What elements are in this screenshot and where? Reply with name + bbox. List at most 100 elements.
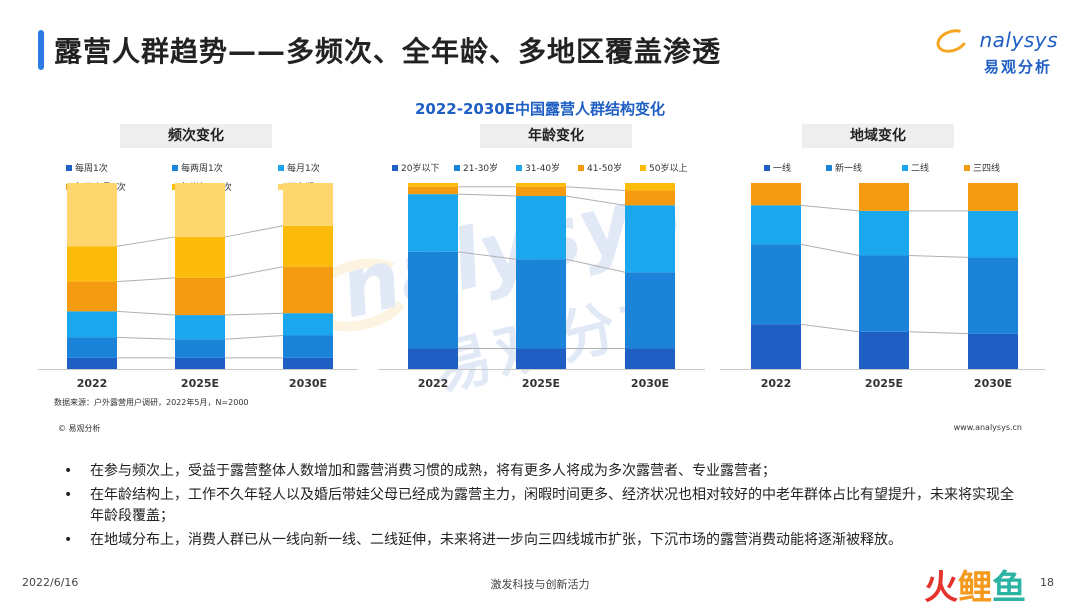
title-accent-bar (38, 30, 44, 70)
bar-segment (408, 348, 458, 369)
bar-segment (625, 348, 675, 369)
insight-frequency: 在参与频次上，受益于露营整体人数增加和露营消费习惯的成熟，将有更多人将成为多次露… (62, 461, 1022, 482)
connector-line (116, 236, 176, 247)
connector-line (457, 251, 517, 260)
connector-line (224, 266, 284, 279)
connector-line (800, 204, 860, 212)
legend-swatch (516, 165, 522, 171)
connector-line (116, 310, 176, 316)
bar-segment (516, 186, 566, 197)
legend-label: 41-50岁 (587, 162, 622, 174)
legend-label: 三四线 (973, 162, 1000, 174)
bar-segment (67, 357, 117, 369)
bar-segment (175, 315, 225, 340)
insight-list: 在参与频次上，受益于露营整体人数增加和露营消费习惯的成熟，将有更多人将成为多次露… (62, 461, 1022, 554)
bar-segment (751, 183, 801, 206)
bar-segment (859, 255, 909, 332)
connector-line (457, 193, 517, 197)
connector-line (116, 277, 176, 283)
bar-segment (516, 259, 566, 349)
legend-label: 50岁以上 (649, 162, 687, 174)
bar-segment (625, 190, 675, 206)
x-tick-label: 2022 (418, 377, 449, 390)
connector-line (565, 195, 626, 206)
bar-segment (67, 337, 117, 358)
x-tick-label: 2025E (865, 377, 903, 390)
legend-label: 一线 (773, 162, 791, 174)
x-tick-label: 2025E (522, 377, 560, 390)
legend-swatch (964, 165, 970, 171)
page-title: 露营人群趋势——多频次、全年龄、多地区覆盖渗透 (54, 35, 722, 68)
bar-segment (516, 183, 566, 187)
bar-segment (67, 311, 117, 338)
connector-line (224, 335, 284, 340)
logo-text-cn: 易观分析 (983, 58, 1052, 76)
bar-segment (516, 348, 566, 369)
bar-segment (968, 183, 1018, 211)
legend-label: 20岁以下 (401, 162, 439, 174)
insight-age: 在年龄结构上，工作不久年轻人以及婚后带娃父母已经成为露营主力，闲暇时间更多、经济… (62, 485, 1022, 527)
website-note: www.analysys.cn (953, 423, 1022, 432)
bar-segment (175, 339, 225, 358)
legend-label: 二线 (911, 162, 929, 174)
bar-segment (859, 210, 909, 256)
connector-line (565, 186, 626, 191)
bar-segment (283, 183, 333, 226)
bar-segment (625, 205, 675, 273)
connector-line (565, 258, 626, 273)
bar-segment (751, 244, 801, 325)
legend-label: 每月1次 (287, 162, 320, 174)
legend-label: 新一线 (835, 162, 862, 174)
x-tick-label: 2030E (289, 377, 327, 390)
panel-title-region: 地域变化 (802, 124, 954, 148)
brand-char-2: 鲤 (958, 568, 992, 608)
bar-segment (175, 183, 225, 237)
connector-line (116, 336, 176, 340)
legend-swatch (392, 165, 398, 171)
analysys-logo: nalysys 易观分析 (933, 25, 1058, 78)
bar-segment (283, 266, 333, 314)
bar-segment (968, 257, 1018, 334)
legend-label: 每周1次 (75, 162, 108, 174)
connector-line (224, 312, 284, 316)
logo-text-en: nalysys (979, 28, 1058, 52)
x-tick-label: 2030E (631, 377, 669, 390)
legend-swatch (578, 165, 584, 171)
stacked-bar-charts: 每周1次每两周1次每月1次每两个月1次每半年1-2次不定期20222025E20… (38, 162, 1045, 390)
x-tick-label: 2022 (77, 377, 108, 390)
bar-segment (408, 183, 458, 187)
bar-segment (751, 324, 801, 369)
x-tick-label: 2025E (181, 377, 219, 390)
x-tick-label: 2030E (974, 377, 1012, 390)
bar-segment (859, 331, 909, 369)
legend-label: 31-40岁 (525, 162, 560, 174)
legend-swatch (278, 165, 284, 171)
legend-swatch (764, 165, 770, 171)
copyright-note: © 易观分析 (58, 424, 101, 433)
footer-date: 2022/6/16 (22, 576, 79, 589)
bar-segment (859, 183, 909, 211)
brand-char-1: 火 (924, 568, 958, 608)
legend-swatch (172, 165, 178, 171)
panel-title-frequency: 频次变化 (120, 124, 272, 148)
insight-region: 在地域分布上，消费人群已从一线向新一线、二线延伸，未来将进一步向三四线城市扩张，… (62, 530, 1022, 551)
bar-segment (516, 196, 566, 260)
footer-slogan: 激发科技与创新活力 (490, 578, 590, 591)
page-number: 18 (1040, 576, 1054, 589)
legend-swatch (902, 165, 908, 171)
bar-segment (67, 281, 117, 312)
bar-segment (67, 183, 117, 247)
legend-label: 每两周1次 (181, 162, 223, 174)
bar-segment (408, 194, 458, 252)
connector-line (800, 243, 860, 257)
panel-title-age: 年龄变化 (480, 124, 632, 148)
bar-segment (283, 225, 333, 267)
legend-swatch (278, 184, 284, 190)
legend-swatch (826, 165, 832, 171)
data-source-note: 数据来源：户外露营用户调研，2022年5月，N=2000 (54, 398, 249, 407)
connector-line (800, 323, 860, 333)
bar-segment (968, 333, 1018, 369)
connector-line (908, 255, 969, 258)
legend-swatch (640, 165, 646, 171)
bar-segment (67, 246, 117, 282)
